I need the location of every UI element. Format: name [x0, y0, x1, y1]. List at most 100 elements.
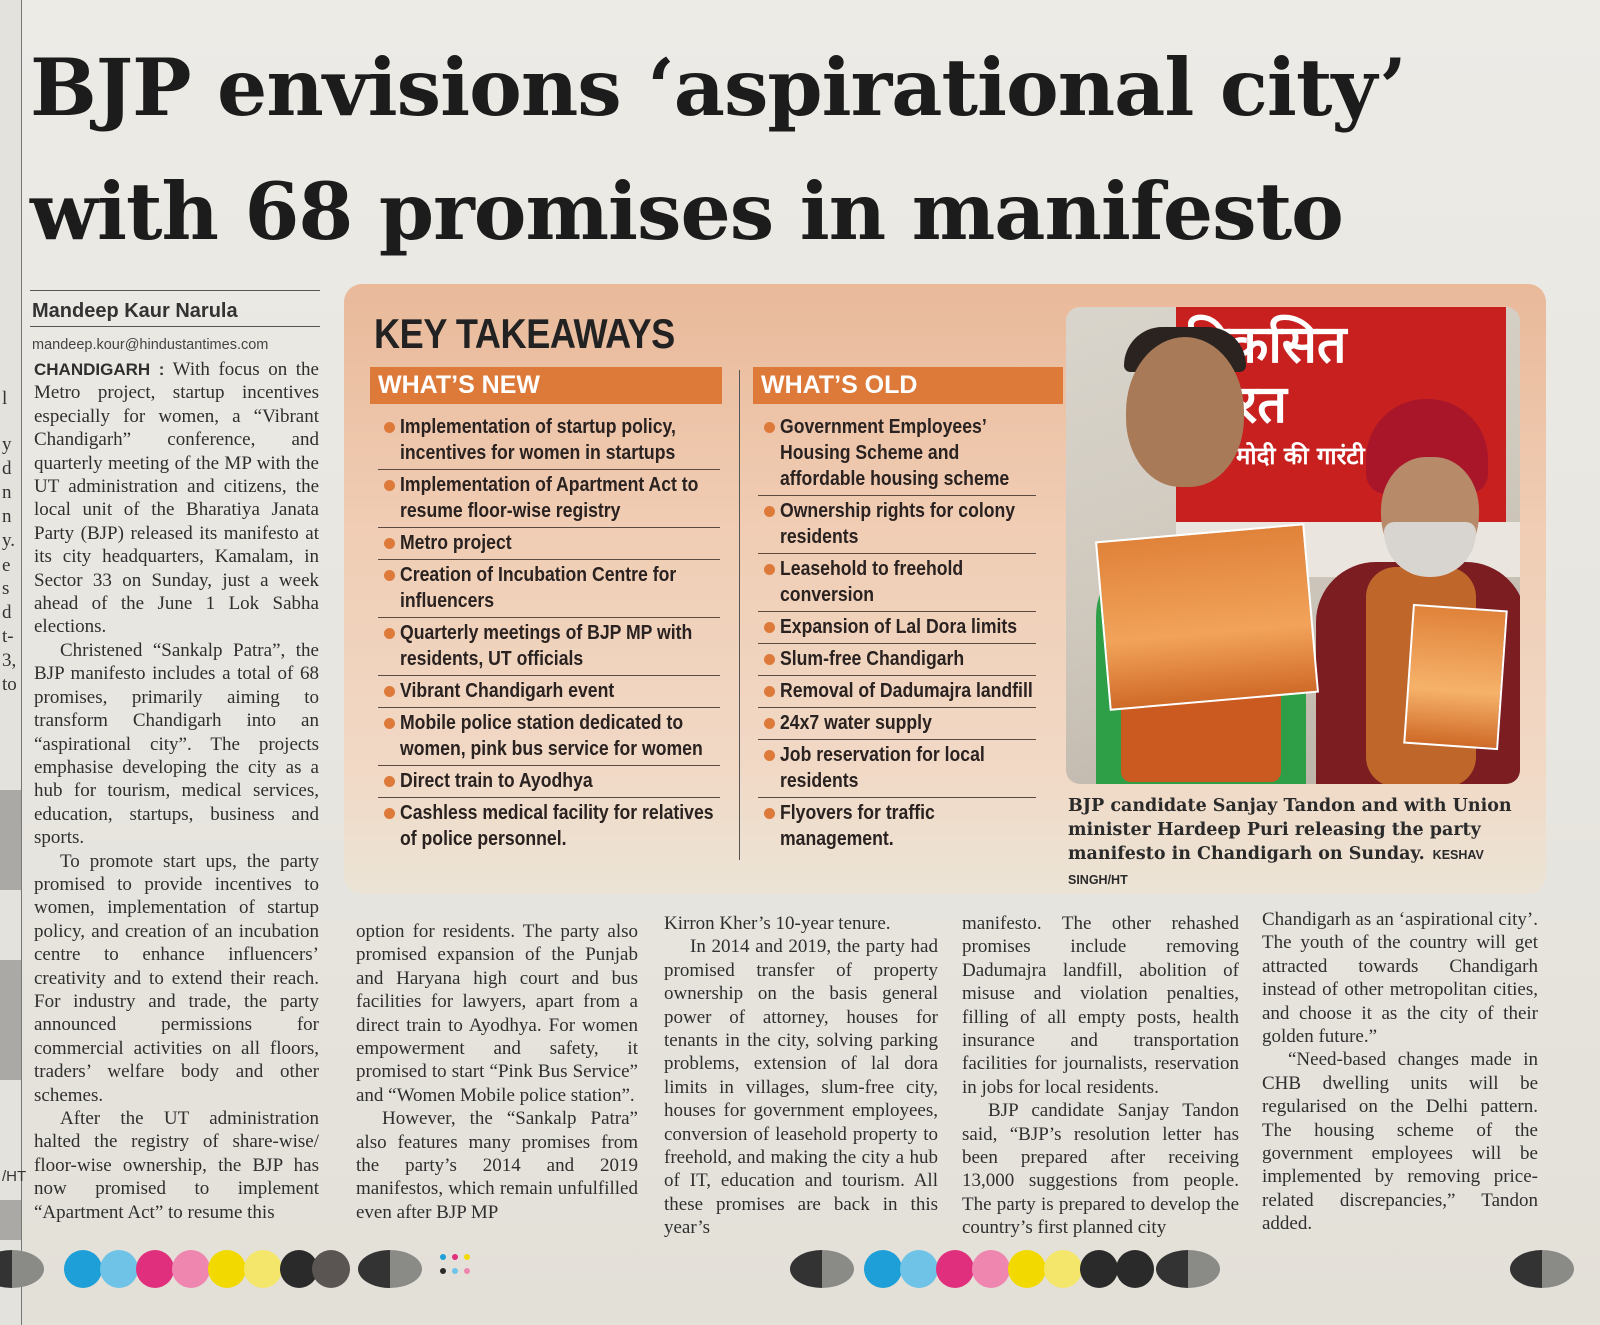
photo-caption: BJP candidate Sanjay Tandon and with Uni…: [1068, 796, 1512, 887]
whats-old-list: Government Employees’ Housing Scheme and…: [758, 412, 1036, 855]
article-column-4: manifesto. The other rehashed promises i…: [962, 912, 1239, 1240]
article-paragraph: Chandigarh as an ‘aspirational city’. Th…: [1262, 909, 1538, 1048]
list-item: Job reservation for local residents: [758, 740, 1036, 798]
registration-mark-icon: [1510, 1250, 1574, 1288]
article-paragraph: To promote start ups, the party promised…: [34, 850, 319, 1106]
bullet-icon: [384, 422, 395, 433]
byline-name: Mandeep Kaur Narula: [32, 300, 238, 322]
margin-photo-fragment: [0, 790, 22, 890]
list-item: 24x7 water supply: [758, 708, 1036, 740]
list-item: Quarterly meetings of BJP MP with reside…: [378, 618, 720, 676]
photo-credit: KESHAV SINGH/HT: [1068, 848, 1484, 887]
bullet-icon: [764, 506, 775, 517]
banner-subtext: मोदी की गारंटी: [1236, 442, 1365, 470]
bullet-icon: [384, 718, 395, 729]
list-item: Creation of Incubation Centre for influe…: [378, 560, 720, 618]
article-column-2: option for residents. The party also pro…: [356, 920, 638, 1224]
bullet-icon: [764, 718, 775, 729]
headline-line-1: BJP envisions ‘aspirational city’: [30, 41, 1407, 134]
bullet-icon: [764, 750, 775, 761]
black-dot: [1116, 1250, 1154, 1288]
margin-fragment: s: [2, 578, 10, 599]
list-item: Expansion of Lal Dora limits: [758, 612, 1036, 644]
yellow-dot: [208, 1250, 246, 1288]
margin-fragment: n: [2, 482, 12, 503]
margin-fragment: e: [2, 555, 11, 576]
tiny-dot: [452, 1254, 458, 1260]
cyan-dot: [64, 1250, 102, 1288]
margin-fragment: t-: [2, 626, 14, 647]
registration-mark-icon: [1156, 1250, 1220, 1288]
tiny-dot: [440, 1254, 446, 1260]
tiny-dot: [440, 1268, 446, 1274]
person-left-face: [1126, 337, 1244, 487]
margin-fragment: n: [2, 506, 12, 527]
list-item: Vibrant Chandigarh event: [378, 676, 720, 708]
article-column-1: CHANDIGARH : With focus on the Metro pro…: [34, 358, 319, 1224]
bullet-icon: [384, 570, 395, 581]
left-margin-strip: l y d n n y. e s d t- 3, to /HT: [0, 0, 26, 1325]
magenta-dot: [136, 1250, 174, 1288]
list-item: Direct train to Ayodhya: [378, 766, 720, 798]
margin-fragment: l: [2, 388, 8, 409]
list-item: Slum-free Chandigarh: [758, 644, 1036, 676]
bullet-icon: [764, 622, 775, 633]
list-item: Leasehold to freehold conversion: [758, 554, 1036, 612]
manifesto-release-photo: विकसित भारत मोदी की गारंटी: [1066, 307, 1520, 784]
margin-fragment: y.: [2, 530, 16, 551]
margin-fragment: d: [2, 458, 12, 479]
tiny-dot: [464, 1268, 470, 1274]
bullet-icon: [384, 628, 395, 639]
list-item: Implementation of Apartment Act to resum…: [378, 470, 720, 528]
list-item: Implementation of startup policy, incent…: [378, 412, 720, 470]
article-paragraph: However, the “Sankalp Patra” also featur…: [356, 1108, 638, 1223]
bullet-icon: [764, 686, 775, 697]
article-paragraph: BJP candidate Sanjay Tandon said, “BJP’s…: [962, 1100, 1239, 1239]
registration-mark-icon: [790, 1250, 854, 1288]
tiny-dot: [452, 1268, 458, 1274]
bullet-icon: [384, 776, 395, 787]
byline-rule-mid: [30, 326, 320, 327]
margin-fragment: y: [2, 434, 12, 455]
tiny-dot: [464, 1254, 470, 1260]
dateline: CHANDIGARH :: [34, 360, 165, 379]
article-paragraph: In 2014 and 2019, the party had promised…: [664, 936, 938, 1239]
bullet-icon: [384, 686, 395, 697]
margin-fragment: d: [2, 602, 12, 623]
registration-mark-icon: [0, 1250, 44, 1288]
bullet-icon: [764, 654, 775, 665]
bullet-icon: [384, 480, 395, 491]
manifesto-booklet-icon: [1403, 603, 1508, 751]
article-column-5: Chandigarh as an ‘aspirational city’. Th…: [1262, 908, 1538, 1236]
margin-photo-fragment: [0, 1200, 22, 1240]
article-paragraph: option for residents. The party also pro…: [356, 921, 638, 1106]
light-magenta-dot: [972, 1250, 1010, 1288]
light-magenta-dot: [172, 1250, 210, 1288]
list-item: Government Employees’ Housing Scheme and…: [758, 412, 1036, 496]
list-item: Metro project: [378, 528, 720, 560]
byline-email: mandeep.kour@hindustantimes.com: [32, 337, 269, 353]
magenta-dot: [936, 1250, 974, 1288]
bullet-icon: [384, 538, 395, 549]
margin-photo-fragment: [0, 960, 22, 1080]
yellow-dot: [1008, 1250, 1046, 1288]
bullet-icon: [764, 564, 775, 575]
list-item: Ownership rights for colony residents: [758, 496, 1036, 554]
light-yellow-dot: [1044, 1250, 1082, 1288]
list-item: Mobile police station dedicated to women…: [378, 708, 720, 766]
article-paragraph: “Need-based changes made in CHB dwelling…: [1262, 1049, 1538, 1235]
color-registration-bar: [0, 1244, 1600, 1294]
grey-dot: [312, 1250, 350, 1288]
key-takeaways-title: KEY TAKEAWAYS: [374, 310, 675, 357]
list-item: Removal of Dadumajra landfill: [758, 676, 1036, 708]
cyan-dot: [864, 1250, 902, 1288]
black-dot: [280, 1250, 318, 1288]
whats-new-heading: WHAT’S NEW: [370, 367, 722, 404]
bullet-icon: [764, 808, 775, 819]
article-paragraph: CHANDIGARH : With focus on the Metro pro…: [34, 359, 319, 638]
registration-mark-icon: [358, 1250, 422, 1288]
article-paragraph: Kirron Kher’s 10-year tenure.: [664, 913, 891, 934]
whats-new-list: Implementation of startup policy, incent…: [378, 412, 720, 855]
article-paragraph: After the UT administration halted the r…: [34, 1108, 319, 1223]
